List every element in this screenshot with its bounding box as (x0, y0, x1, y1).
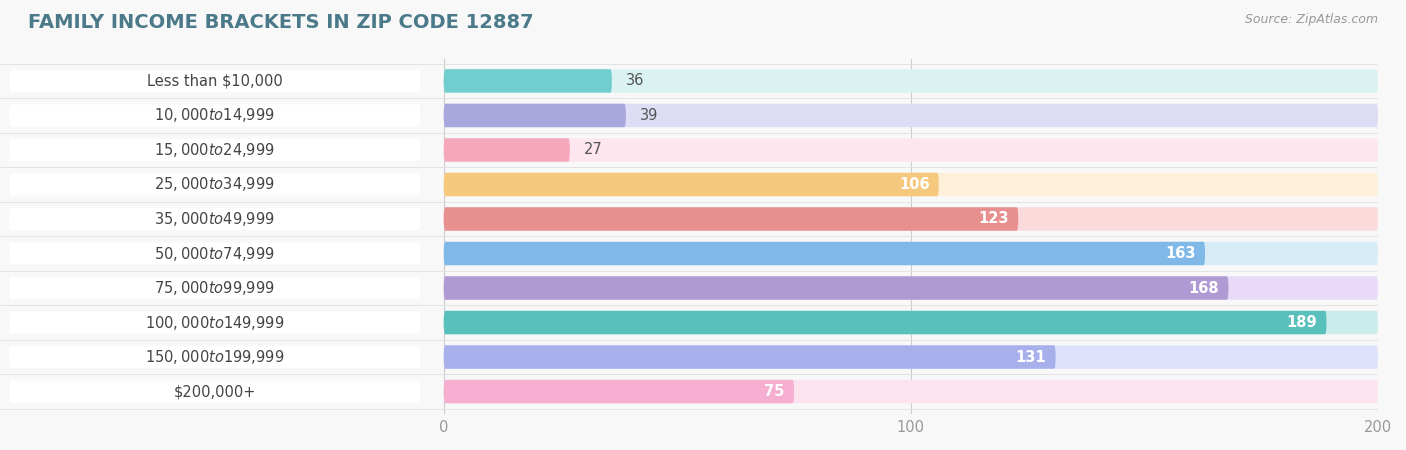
Text: $25,000 to $34,999: $25,000 to $34,999 (155, 176, 276, 194)
FancyBboxPatch shape (444, 207, 1018, 231)
Text: 39: 39 (640, 108, 658, 123)
FancyBboxPatch shape (444, 173, 939, 196)
FancyBboxPatch shape (10, 243, 420, 265)
Text: $100,000 to $149,999: $100,000 to $149,999 (145, 314, 284, 332)
FancyBboxPatch shape (10, 70, 420, 92)
Text: FAMILY INCOME BRACKETS IN ZIP CODE 12887: FAMILY INCOME BRACKETS IN ZIP CODE 12887 (28, 14, 534, 32)
FancyBboxPatch shape (10, 346, 420, 368)
Text: $50,000 to $74,999: $50,000 to $74,999 (155, 244, 276, 262)
FancyBboxPatch shape (444, 311, 1378, 334)
FancyBboxPatch shape (444, 311, 1326, 334)
FancyBboxPatch shape (444, 104, 1378, 127)
Text: 189: 189 (1286, 315, 1317, 330)
FancyBboxPatch shape (444, 380, 794, 403)
Text: 36: 36 (626, 73, 644, 89)
Text: 27: 27 (583, 143, 603, 158)
FancyBboxPatch shape (10, 208, 420, 230)
FancyBboxPatch shape (10, 381, 420, 403)
Text: $15,000 to $24,999: $15,000 to $24,999 (155, 141, 276, 159)
FancyBboxPatch shape (444, 380, 1378, 403)
Text: Source: ZipAtlas.com: Source: ZipAtlas.com (1244, 14, 1378, 27)
FancyBboxPatch shape (10, 277, 420, 299)
FancyBboxPatch shape (444, 345, 1378, 369)
FancyBboxPatch shape (444, 69, 612, 93)
Text: Less than $10,000: Less than $10,000 (148, 73, 283, 89)
FancyBboxPatch shape (10, 104, 420, 126)
Text: $10,000 to $14,999: $10,000 to $14,999 (155, 107, 276, 125)
Text: 123: 123 (979, 212, 1010, 226)
FancyBboxPatch shape (444, 345, 1056, 369)
Text: 106: 106 (898, 177, 929, 192)
Text: $200,000+: $200,000+ (174, 384, 256, 399)
FancyBboxPatch shape (444, 104, 626, 127)
FancyBboxPatch shape (444, 207, 1378, 231)
Text: 163: 163 (1166, 246, 1195, 261)
FancyBboxPatch shape (10, 173, 420, 195)
Text: 168: 168 (1188, 280, 1219, 296)
FancyBboxPatch shape (444, 138, 1378, 162)
FancyBboxPatch shape (10, 139, 420, 161)
FancyBboxPatch shape (10, 311, 420, 333)
FancyBboxPatch shape (444, 242, 1378, 265)
FancyBboxPatch shape (444, 242, 1205, 265)
FancyBboxPatch shape (444, 276, 1229, 300)
Text: $35,000 to $49,999: $35,000 to $49,999 (155, 210, 276, 228)
Text: 131: 131 (1015, 350, 1046, 365)
FancyBboxPatch shape (444, 276, 1378, 300)
FancyBboxPatch shape (444, 173, 1378, 196)
Text: $75,000 to $99,999: $75,000 to $99,999 (155, 279, 276, 297)
FancyBboxPatch shape (444, 69, 1378, 93)
Text: 75: 75 (765, 384, 785, 399)
FancyBboxPatch shape (444, 138, 569, 162)
Text: $150,000 to $199,999: $150,000 to $199,999 (145, 348, 284, 366)
